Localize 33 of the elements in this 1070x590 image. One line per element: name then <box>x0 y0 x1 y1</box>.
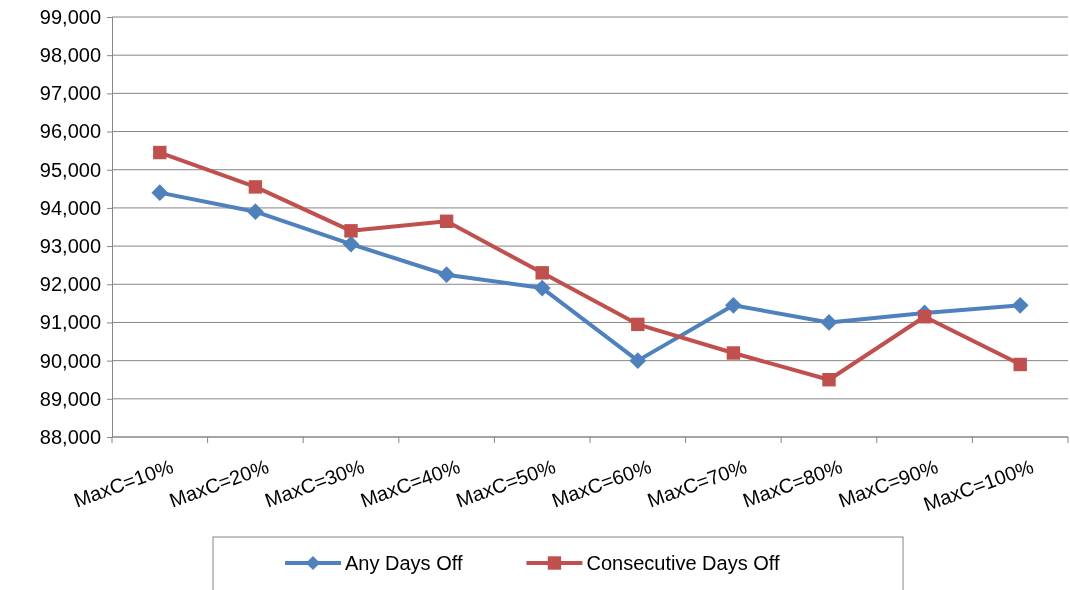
point <box>631 317 645 332</box>
point <box>820 314 838 331</box>
y-tick-label: 99,000 <box>39 5 101 28</box>
y-tick-label: 98,000 <box>39 44 101 67</box>
y-tick-label: 92,000 <box>39 273 101 296</box>
point <box>725 296 742 314</box>
point <box>151 184 169 201</box>
legend-label: Any Days Off <box>345 552 463 574</box>
point <box>342 235 360 253</box>
point <box>822 373 836 387</box>
point <box>439 214 454 228</box>
point <box>344 224 358 238</box>
point <box>917 310 932 324</box>
point <box>438 266 455 284</box>
y-tick-label: 89,000 <box>39 387 101 410</box>
point <box>726 346 741 360</box>
y-tick-label: 88,000 <box>39 425 101 448</box>
point <box>629 352 647 369</box>
y-tick-label: 95,000 <box>39 158 101 181</box>
y-tick-label: 91,000 <box>39 311 101 334</box>
point <box>1013 357 1027 372</box>
point <box>247 203 264 221</box>
y-tick-label: 96,000 <box>39 120 101 143</box>
point <box>153 145 167 160</box>
y-tick-label: 90,000 <box>39 349 101 372</box>
point <box>533 279 551 297</box>
legend-label: Consecutive Days Off <box>586 552 780 574</box>
y-tick-label: 97,000 <box>39 82 101 105</box>
y-tick-label: 94,000 <box>39 196 101 219</box>
point <box>1011 296 1029 314</box>
point <box>248 180 263 194</box>
y-tick-label: 93,000 <box>39 234 101 257</box>
point <box>535 266 549 280</box>
